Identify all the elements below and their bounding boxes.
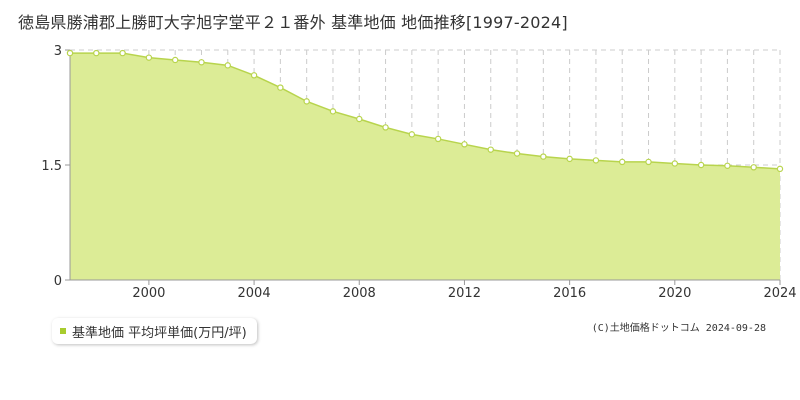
- data-point: [329, 108, 337, 115]
- y-tick-label: 0: [54, 274, 62, 289]
- y-tick-label: 1.5: [41, 159, 62, 174]
- data-point: [303, 98, 310, 105]
- data-point: [645, 158, 652, 166]
- legend: 基準地価 平均坪単価(万円/坪): [52, 318, 257, 344]
- data-point: [697, 161, 705, 169]
- data-point: [66, 49, 74, 57]
- legend-swatch-icon: [60, 328, 66, 334]
- data-point: [277, 84, 284, 91]
- data-point: [382, 124, 389, 131]
- data-point: [487, 146, 494, 153]
- data-point: [750, 164, 757, 171]
- data-point: [776, 165, 784, 173]
- data-point: [224, 62, 231, 69]
- data-point: [513, 150, 521, 157]
- data-point: [434, 135, 442, 143]
- marker-layer: [66, 49, 784, 173]
- series-line: [70, 52, 781, 170]
- label-layer: 0 1.5 3 2000 2004 2008 2012 2016 2020 2024: [41, 44, 796, 301]
- copyright-text: (C)土地価格ドットコム 2024-09-28: [591, 323, 766, 334]
- x-tick-label: 2016: [553, 286, 586, 301]
- data-point: [461, 141, 468, 148]
- data-point: [408, 131, 416, 138]
- chart-title: 徳島県勝浦郡上勝町大字旭字堂平２１番外 基準地価 地価推移[1997-2024]: [18, 13, 568, 32]
- data-point: [250, 72, 258, 79]
- data-point: [592, 157, 600, 164]
- data-point: [540, 153, 547, 160]
- series-area: [70, 53, 780, 280]
- data-point: [119, 49, 126, 57]
- x-tick-label: 2004: [238, 286, 271, 301]
- axis-layer: [65, 49, 781, 285]
- data-point: [93, 49, 100, 57]
- x-tick-label: 2024: [763, 286, 796, 301]
- data-point: [566, 155, 573, 163]
- x-tick-label: 2008: [343, 286, 376, 301]
- data-point: [356, 115, 363, 123]
- data-point: [198, 59, 205, 66]
- x-tick-label: 2000: [132, 286, 165, 301]
- data-point: [171, 56, 179, 64]
- area-layer: [70, 52, 781, 280]
- data-point: [145, 54, 153, 61]
- legend-label: 基準地価 平均坪単価(万円/坪): [72, 325, 247, 341]
- x-tick-label: 2012: [448, 286, 481, 301]
- data-point: [671, 160, 679, 167]
- data-point: [724, 162, 731, 169]
- y-tick-label: 3: [54, 44, 62, 59]
- x-tick-label: 2020: [658, 286, 691, 301]
- data-point: [619, 158, 626, 166]
